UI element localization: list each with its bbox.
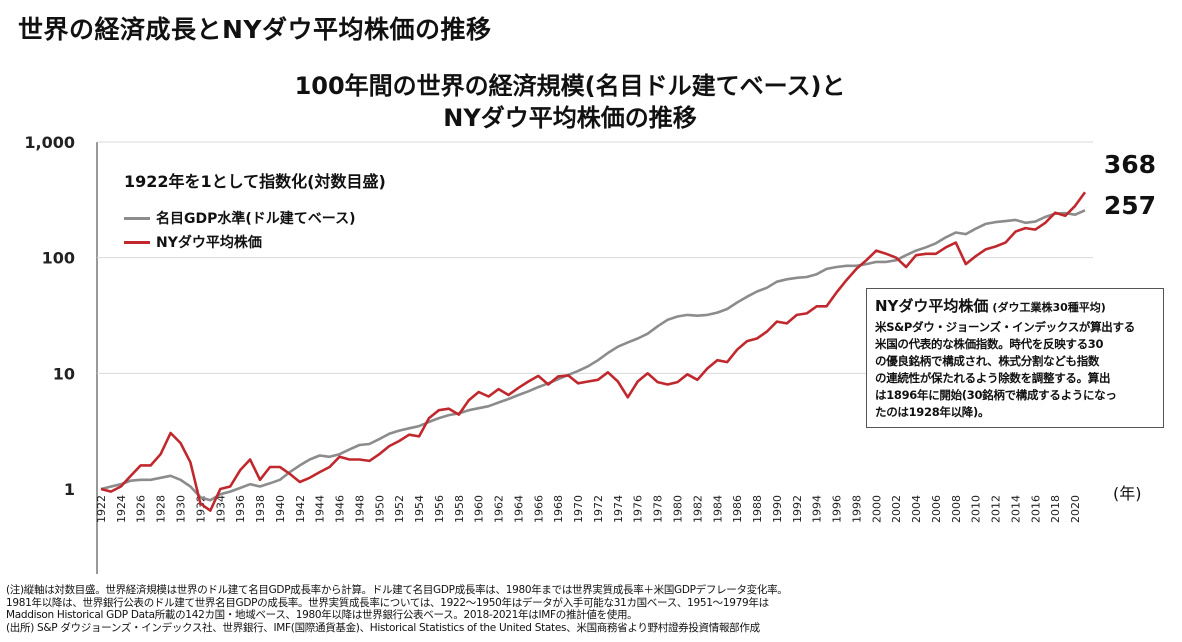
footnote-line: (注)縦軸は対数目盛。世界経済規模は世界のドル建て名目GDP成長率から計算。ドル…: [6, 584, 788, 596]
info-box-line: たのは1928年以降)。: [875, 405, 990, 419]
x-tick-label: 1946: [334, 495, 347, 523]
legend: 1922年を1として指数化(対数目盛) 名目GDP水準(ドル建てベース) NYダ…: [124, 168, 386, 254]
series-line-dow: [100, 191, 1087, 512]
end-value-gdp: 257: [1103, 191, 1156, 220]
y-tick-label: 1: [64, 480, 75, 499]
footnote-line: Maddison Historical GDP Data所載の142カ国・地域ベ…: [6, 609, 638, 621]
x-tick-label: 1958: [453, 495, 466, 523]
legend-item-dow: NYダウ平均株価: [124, 230, 386, 254]
x-tick-label: 1992: [791, 495, 804, 523]
footnote-line: (出所) S&P ダウジョーンズ・インデックス社、世界銀行、IMF(国際通貨基金…: [6, 621, 760, 634]
x-tick-label: 2020: [1069, 495, 1082, 523]
y-tick-label: 1,000: [24, 133, 75, 152]
y-tick-label: 10: [53, 364, 75, 383]
info-box-line: の優良銘柄で構成され、株式分割なども指数: [875, 354, 1100, 368]
x-tick-label: 1940: [274, 495, 287, 523]
chart-title-line-2: NYダウ平均株価の推移: [443, 104, 697, 132]
x-tick-label: 2006: [930, 495, 943, 523]
x-tick-label: 1950: [373, 495, 386, 523]
x-tick-label: 1972: [592, 495, 605, 523]
x-tick-label: 1994: [811, 495, 824, 523]
x-tick-label: 1986: [731, 495, 744, 523]
x-tick-label: 1922: [95, 495, 108, 523]
x-tick-label: 1924: [115, 495, 128, 523]
x-tick-label: 1976: [632, 495, 645, 523]
x-tick-label: 2018: [1049, 495, 1062, 523]
x-tick-label: 1998: [850, 495, 863, 523]
x-tick-label: 1926: [135, 495, 148, 523]
x-tick-label: 2010: [970, 495, 983, 523]
x-tick-label: 1978: [652, 495, 665, 523]
x-tick-label: 2016: [1029, 495, 1042, 523]
y-tick-label: 100: [42, 249, 75, 268]
x-tick-label: 1938: [254, 495, 267, 523]
x-tick-label: 1988: [751, 495, 764, 523]
info-box-line: 米S&Pダウ・ジョーンズ・インデックスが算出する: [875, 320, 1135, 334]
info-box-title: NYダウ平均株価 (ダウ工業株30種平均): [875, 295, 1155, 316]
chart-title: 100年間の世界の経済規模(名目ドル建てベース)と NYダウ平均株価の推移: [250, 70, 890, 134]
dow-info-box: NYダウ平均株価 (ダウ工業株30種平均) 米S&Pダウ・ジョーンズ・インデックス…: [866, 288, 1164, 428]
x-tick-label: 1936: [234, 495, 247, 523]
x-tick-label: 1962: [493, 495, 506, 523]
page-heading: 世界の経済成長とNYダウ平均株価の推移: [18, 15, 492, 44]
x-tick-label: 1930: [174, 495, 187, 523]
x-tick-label: 2014: [1009, 495, 1022, 523]
x-tick-label: 1966: [532, 495, 545, 523]
legend-swatch-gdp: [124, 216, 150, 220]
x-tick-label: 2012: [990, 495, 1003, 523]
x-tick-label: 1990: [771, 495, 784, 523]
x-tick-label: 1942: [294, 495, 307, 523]
index-note: 1922年を1として指数化(対数目盛): [124, 172, 386, 191]
x-unit-label: (年): [1113, 484, 1142, 503]
x-tick-label: 2004: [910, 495, 923, 523]
x-tick-label: 1996: [831, 495, 844, 523]
x-tick-label: 1974: [612, 495, 625, 523]
x-tick-label: 1952: [393, 495, 406, 523]
chart-title-line-1: 100年間の世界の経済規模(名目ドル建てベース)と: [294, 72, 846, 100]
x-tick-label: 1954: [413, 495, 426, 523]
info-box-subtitle: (ダウ工業株30種平均): [992, 301, 1106, 314]
info-box-line: は1896年に開始(30銘柄で構成するようになっ: [875, 388, 1117, 402]
x-tick-label: 1982: [691, 495, 704, 523]
info-box-body: 米S&Pダウ・ジョーンズ・インデックスが算出する 米国の代表的な株価指数。時代を…: [875, 319, 1155, 421]
x-tick-label: 1984: [711, 495, 724, 523]
x-tick-label: 2002: [890, 495, 903, 523]
x-tick-label: 1948: [353, 495, 366, 523]
x-tick-label: 1970: [572, 495, 585, 523]
x-tick-label: 1932: [194, 495, 207, 523]
series-line-gdp: [100, 209, 1086, 502]
legend-swatch-dow: [124, 240, 150, 244]
x-tick-label: 1944: [314, 495, 327, 523]
x-tick-label: 2000: [870, 495, 883, 523]
info-box-title-text: NYダウ平均株価: [875, 297, 989, 315]
info-box-line: の連続性が保たれるよう除数を調整する。算出: [875, 371, 1111, 385]
x-tick-label: 1956: [433, 495, 446, 523]
x-tick-label: 2008: [950, 495, 963, 523]
legend-item-gdp: 名目GDP水準(ドル建てベース): [124, 206, 386, 230]
x-tick-label: 1928: [155, 495, 168, 523]
info-box-line: 米国の代表的な株価指数。時代を反映する30: [875, 337, 1104, 351]
legend-label-dow: NYダウ平均株価: [156, 235, 262, 251]
footnote-line: 1981年以降は、世界銀行公表のドル建て世界名目GDPの成長率。世界実質成長率に…: [6, 596, 769, 609]
x-tick-label: 1968: [552, 495, 565, 523]
x-tick-label: 1960: [473, 495, 486, 523]
end-value-dow: 368: [1103, 150, 1156, 179]
x-tick-label: 1980: [672, 495, 685, 523]
x-tick-label: 1934: [214, 495, 227, 523]
x-tick-label: 1964: [512, 495, 525, 523]
footnotes: (注)縦軸は対数目盛。世界経済規模は世界のドル建て名目GDP成長率から計算。ドル…: [6, 584, 788, 634]
legend-label-gdp: 名目GDP水準(ドル建てベース): [156, 211, 356, 227]
